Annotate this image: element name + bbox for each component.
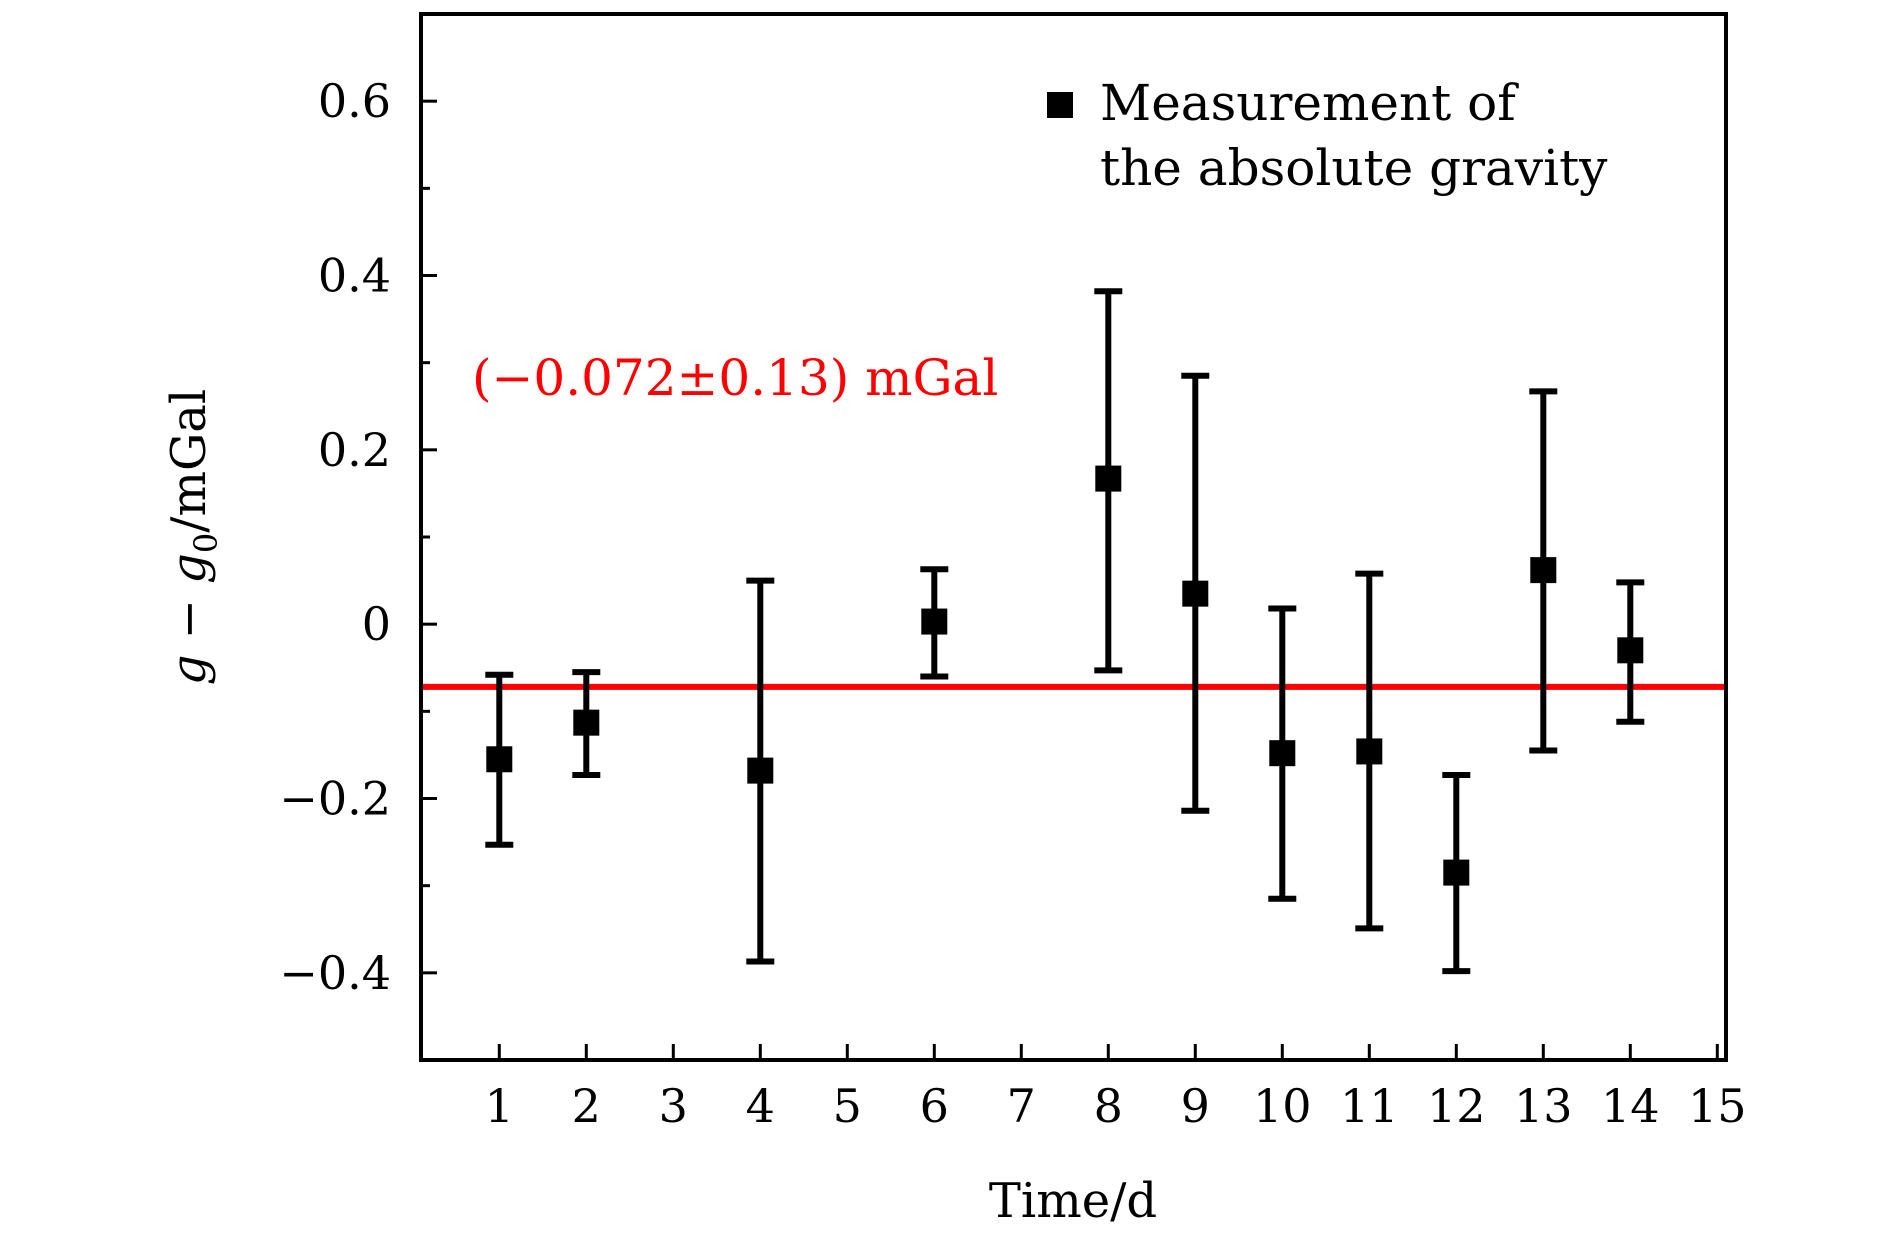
x-tick-label: 1 bbox=[485, 1079, 514, 1133]
x-tick-label: 2 bbox=[572, 1079, 601, 1133]
y-axis-title: g − g0/mGal bbox=[161, 389, 225, 686]
data-point-group bbox=[1094, 288, 1123, 674]
data-point-group bbox=[746, 577, 775, 965]
legend-label: the absolute gravity bbox=[1100, 139, 1608, 197]
x-tick-label: 15 bbox=[1688, 1079, 1747, 1133]
x-tick-label: 7 bbox=[1007, 1079, 1036, 1133]
legend-label: Measurement of bbox=[1100, 74, 1519, 132]
data-point-marker bbox=[1095, 465, 1122, 492]
y-tick-label: −0.2 bbox=[279, 772, 391, 826]
y-tick-label: 0 bbox=[362, 597, 391, 651]
y-tick-label: 0.2 bbox=[318, 423, 391, 477]
y-tick-label: 0.4 bbox=[318, 249, 391, 303]
x-tick-label: 5 bbox=[833, 1079, 862, 1133]
x-tick-label: 4 bbox=[746, 1079, 775, 1133]
x-tick-label: 9 bbox=[1181, 1079, 1210, 1133]
data-point-group bbox=[920, 566, 949, 680]
data-point-marker bbox=[1356, 738, 1383, 765]
x-axis-title: Time/d bbox=[989, 1173, 1157, 1229]
data-point-marker bbox=[1443, 859, 1470, 886]
data-point-group bbox=[1529, 388, 1558, 754]
data-point-marker bbox=[1617, 637, 1644, 664]
x-tick-label: 11 bbox=[1340, 1079, 1399, 1133]
data-point-marker bbox=[573, 709, 600, 736]
data-point-marker bbox=[747, 757, 774, 784]
reference-line-group: (−0.072±0.13) mGal bbox=[423, 349, 1724, 690]
data-point-group bbox=[1616, 579, 1645, 725]
legend: Measurement of the absolute gravity bbox=[1047, 74, 1608, 197]
x-tick-label: 12 bbox=[1427, 1079, 1486, 1133]
data-point-marker bbox=[1530, 557, 1557, 584]
axes: 1 2 3 4 5 6 7 8 9 10 11 12 13 14 15−0.4−0.200.20.40.6 bbox=[279, 74, 1746, 1133]
legend-marker bbox=[1047, 92, 1073, 118]
data-points bbox=[485, 288, 1645, 975]
mean-reference-label: (−0.072±0.13) mGal bbox=[472, 349, 998, 407]
data-point-group bbox=[572, 669, 601, 778]
x-tick-label: 6 bbox=[920, 1079, 949, 1133]
data-point-marker bbox=[1269, 740, 1296, 767]
data-point-marker bbox=[486, 746, 513, 773]
x-tick-label: 8 bbox=[1094, 1079, 1123, 1133]
y-tick-label: −0.4 bbox=[279, 946, 391, 1000]
data-point-marker bbox=[1182, 580, 1209, 607]
x-tick-label: 13 bbox=[1514, 1079, 1573, 1133]
x-tick-label: 10 bbox=[1253, 1079, 1312, 1133]
x-tick-label: 3 bbox=[659, 1079, 688, 1133]
data-point-group bbox=[1442, 771, 1471, 975]
data-point-group bbox=[1355, 570, 1384, 932]
data-point-group bbox=[1268, 605, 1297, 902]
data-point-marker bbox=[921, 608, 948, 635]
y-tick-label: 0.6 bbox=[318, 74, 391, 128]
data-point-group bbox=[1181, 372, 1210, 814]
data-point-group bbox=[485, 671, 514, 848]
x-tick-label: 14 bbox=[1601, 1079, 1660, 1133]
